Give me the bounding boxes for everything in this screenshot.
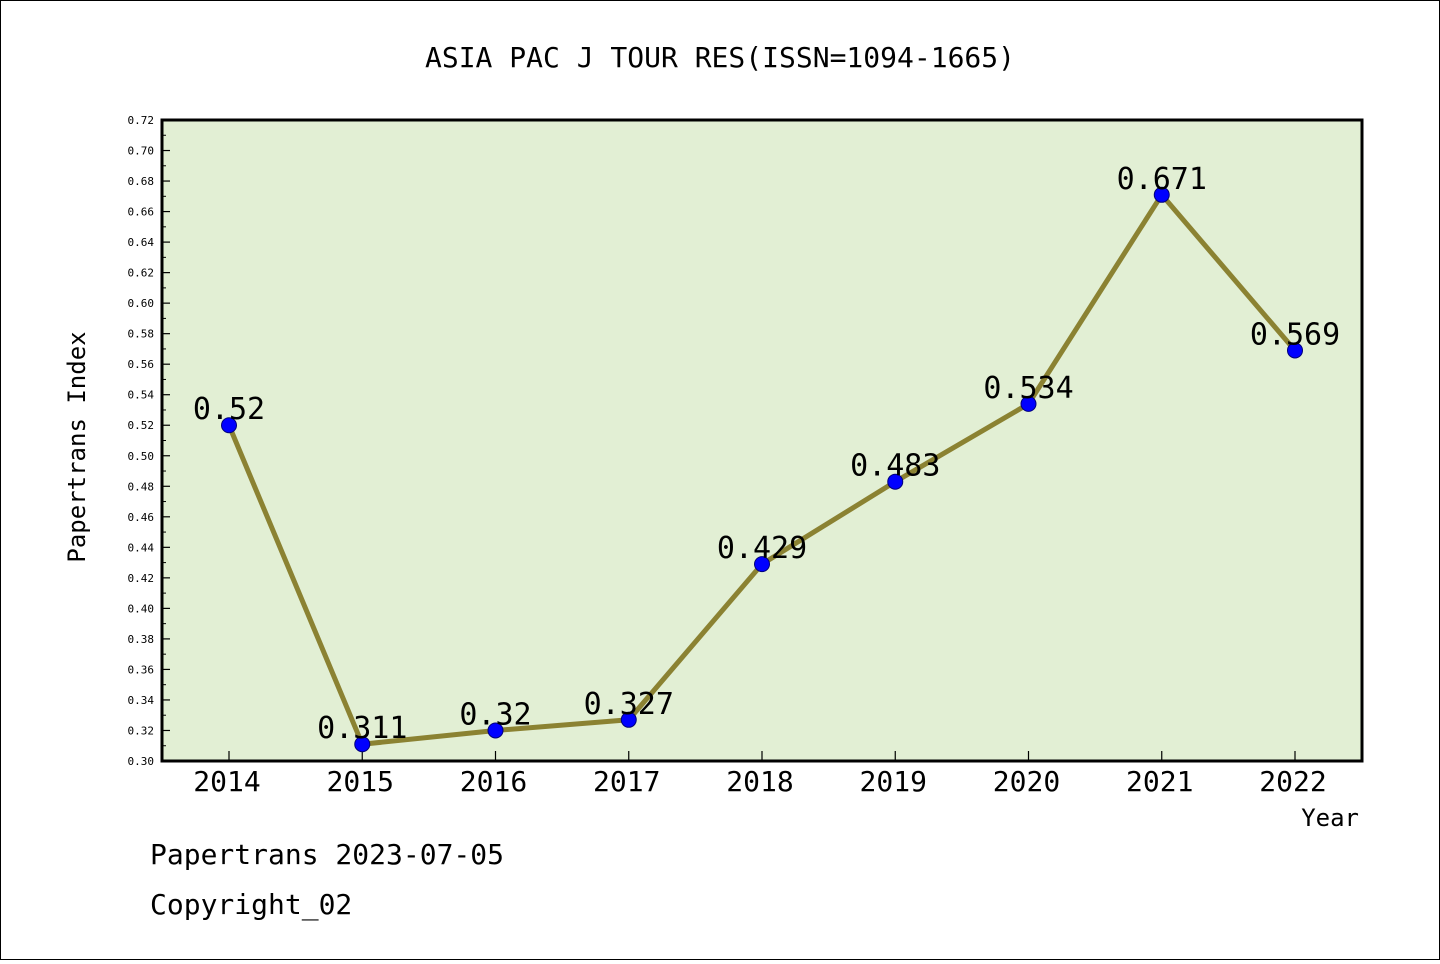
data-label: 0.483	[850, 449, 940, 484]
data-label: 0.429	[717, 531, 807, 566]
data-point	[354, 736, 371, 753]
y-tick-label: 0.34	[128, 694, 155, 707]
x-tick-label: 2019	[860, 765, 927, 798]
data-label: 0.671	[1117, 162, 1207, 197]
data-point	[487, 722, 504, 739]
y-tick-label: 0.36	[128, 663, 155, 676]
data-label: 0.327	[584, 687, 674, 722]
y-tick-label: 0.54	[128, 389, 155, 402]
y-tick-label: 0.62	[128, 267, 155, 280]
y-tick-label: 0.46	[128, 511, 155, 524]
y-tick-label: 0.32	[128, 724, 155, 737]
y-tick-label: 0.56	[128, 358, 155, 371]
data-point	[221, 417, 237, 434]
y-tick-label: 0.50	[128, 450, 155, 463]
y-tick-label: 0.42	[128, 572, 155, 585]
y-tick-label: 0.44	[128, 541, 155, 554]
y-tick-label: 0.58	[128, 328, 155, 341]
data-point	[1153, 186, 1170, 203]
footer-copyright: Copyright_02	[150, 888, 352, 922]
y-tick-label: 0.52	[128, 419, 155, 432]
data-label: 0.311	[317, 711, 407, 746]
plot-area	[160, 118, 1364, 763]
x-tick-label: 2014	[193, 765, 260, 798]
x-axis-label: Year	[1301, 804, 1359, 832]
y-tick-label: 0.38	[128, 633, 155, 646]
data-label: 0.534	[983, 371, 1073, 406]
x-tick-label: 2017	[593, 765, 660, 798]
x-tick-label: 2016	[460, 765, 527, 798]
data-label: 0.52	[193, 392, 265, 427]
y-tick-label: 0.30	[128, 755, 155, 768]
x-tick-label: 2015	[327, 765, 394, 798]
y-axis-label: Papertrans Index	[63, 331, 91, 562]
data-point	[754, 556, 770, 573]
data-point	[620, 711, 637, 728]
y-tick-label: 0.70	[128, 145, 155, 158]
x-axis: 2014 2015 2016 2017 2018 2019 2020 2021 2022	[193, 751, 1327, 798]
series-layer: 0.52 0.311 0.32 0.327 0.429 0.483 0.534 0.671 0.…	[193, 162, 1340, 753]
chart-title: ASIA PAC J TOUR RES(ISSN=1094-1665)	[425, 41, 1015, 74]
y-tick-label: 0.66	[128, 206, 155, 219]
y-axis: 0.30 0.32 0.34 0.36 0.38 0.40 0.42 0.44 0.46 0.48…	[128, 114, 170, 768]
data-point	[1020, 395, 1037, 412]
x-tick-label: 2021	[1126, 765, 1193, 798]
footer-date: Papertrans 2023-07-05	[150, 838, 504, 871]
data-label: 0.569	[1250, 317, 1340, 352]
x-tick-label: 2022	[1259, 765, 1326, 798]
y-tick-label: 0.48	[128, 480, 155, 493]
data-label: 0.32	[459, 697, 531, 732]
x-tick-label: 2020	[993, 765, 1060, 798]
data-point	[887, 473, 904, 490]
y-tick-label: 0.64	[128, 236, 155, 249]
data-point	[1287, 342, 1303, 359]
y-tick-label: 0.60	[128, 297, 155, 310]
y-tick-label: 0.68	[128, 175, 155, 188]
x-tick-label: 2018	[726, 765, 793, 798]
y-tick-label: 0.40	[128, 602, 155, 615]
y-tick-label: 0.72	[128, 114, 155, 127]
